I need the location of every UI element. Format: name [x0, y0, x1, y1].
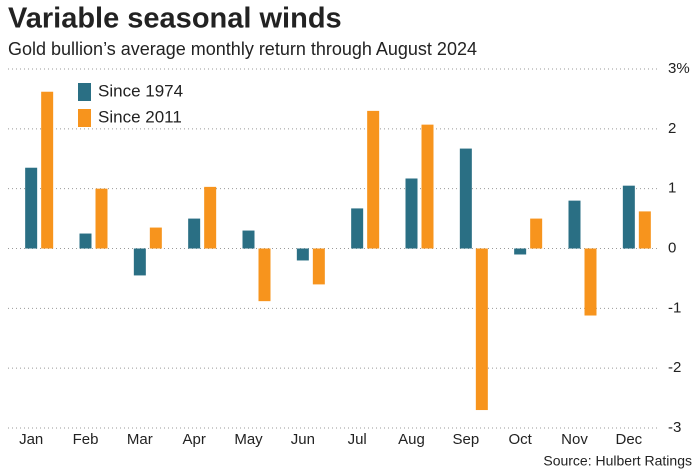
x-tick-label: Jun	[291, 431, 315, 448]
bar	[622, 185, 635, 249]
x-tick-label: Dec	[615, 431, 642, 448]
bar	[41, 91, 54, 249]
bar	[296, 248, 309, 261]
legend-label: Since 1974	[98, 81, 183, 100]
legend-label: Since 2011	[98, 107, 182, 126]
x-tick-label: Aug	[398, 431, 425, 448]
bar	[568, 200, 581, 249]
bar	[351, 208, 364, 249]
chart-subtitle: Gold bullion’s average monthly return th…	[8, 39, 477, 59]
legend-swatch	[78, 109, 91, 127]
y-tick-label: -2	[668, 359, 681, 376]
y-tick-label: 0	[668, 239, 676, 256]
bar	[95, 188, 108, 249]
y-tick-label: -1	[668, 299, 681, 316]
x-tick-label: Nov	[561, 431, 588, 448]
x-tick-label: Sep	[452, 431, 479, 448]
bar	[133, 248, 146, 276]
bar	[514, 248, 527, 255]
y-tick-label: 3%	[668, 60, 690, 77]
bar	[25, 167, 38, 249]
x-tick-label: May	[234, 431, 263, 448]
bar	[530, 218, 543, 249]
bar	[367, 110, 380, 249]
legend-swatch	[78, 83, 91, 101]
x-tick-label: Jan	[19, 431, 43, 448]
bar	[421, 124, 434, 249]
x-tick-label: Jul	[348, 431, 367, 448]
x-tick-label: Feb	[73, 431, 99, 448]
x-tick-label: Apr	[182, 431, 205, 448]
bar	[242, 230, 255, 249]
bar	[79, 233, 92, 249]
bar	[638, 211, 651, 249]
bar	[312, 248, 325, 285]
x-tick-label: Oct	[508, 431, 532, 448]
bar	[584, 248, 597, 316]
bar	[258, 248, 271, 302]
y-tick-label: 1	[668, 180, 676, 197]
bar	[149, 227, 162, 249]
source: Source: Hulbert Ratings	[543, 453, 692, 469]
bar	[204, 186, 217, 249]
y-tick-label: -3	[668, 419, 681, 436]
bar	[475, 248, 488, 411]
y-tick-label: 2	[668, 120, 676, 137]
x-tick-label: Mar	[127, 431, 153, 448]
bar	[405, 178, 418, 249]
chart-title: Variable seasonal winds	[8, 3, 342, 35]
bar	[188, 218, 201, 249]
bar	[459, 148, 472, 249]
